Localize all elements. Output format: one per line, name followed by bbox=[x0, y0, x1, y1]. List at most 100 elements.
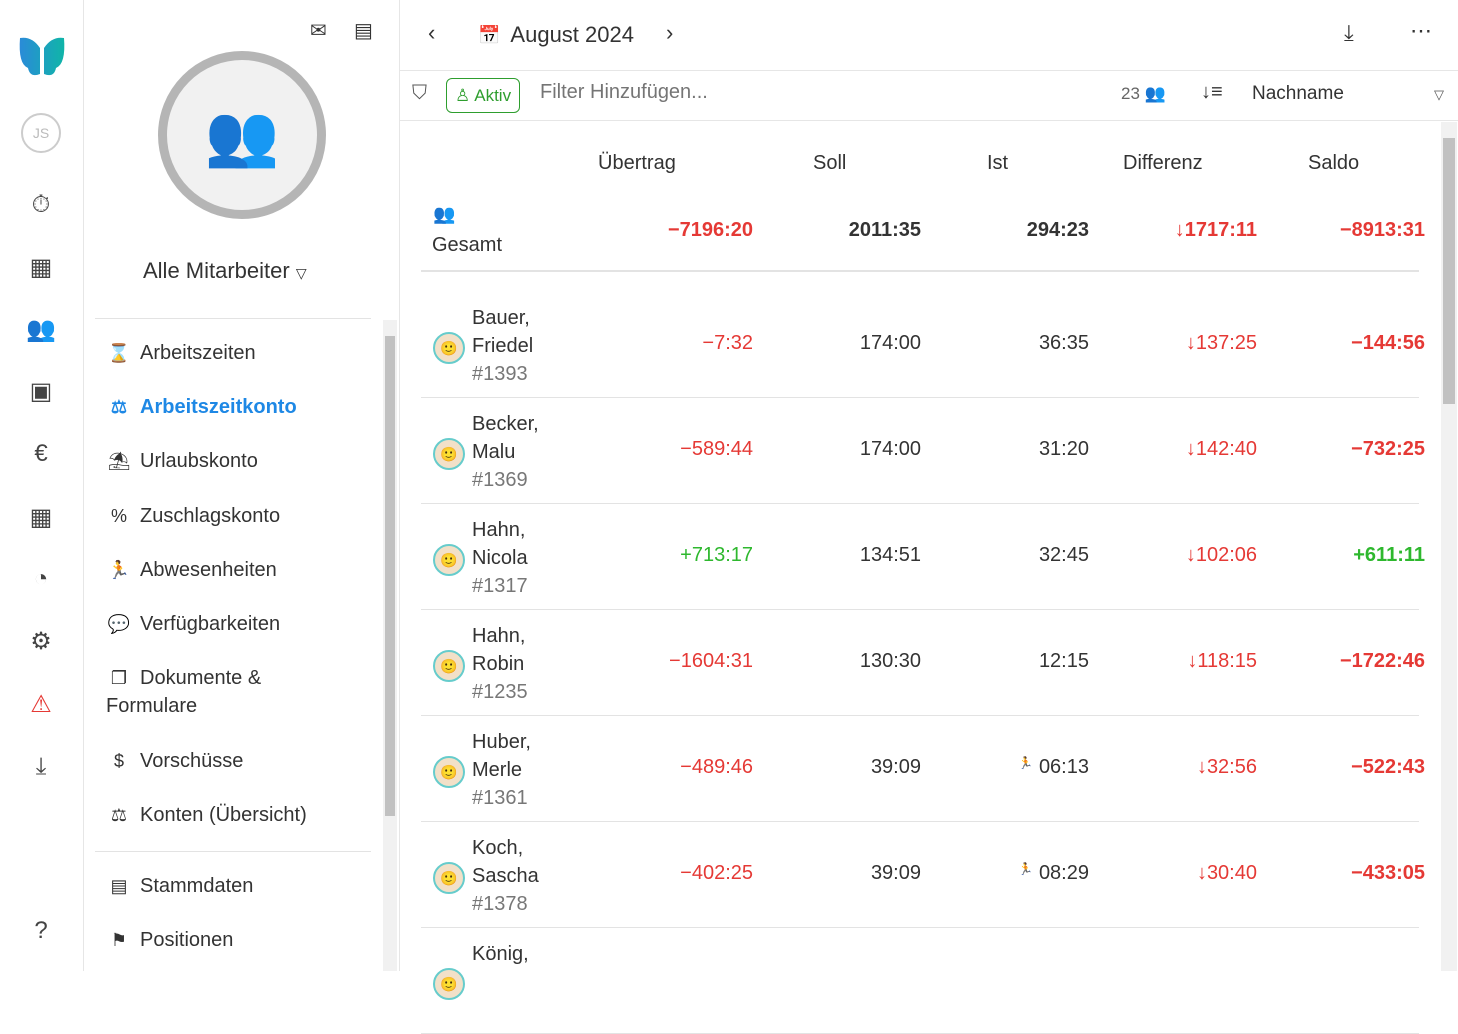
download-icon[interactable]: ⤓ bbox=[35, 753, 47, 780]
cell-uebertrag: −7:32 bbox=[702, 332, 753, 354]
nav-item[interactable]: 💬 Verfügbarkeiten bbox=[106, 610, 280, 638]
table-row[interactable]: 🙂 Hahn, Nicola #1317 +713:17 134:51 32:45 ↓102… bbox=[421, 504, 1425, 610]
contact-card-icon[interactable]: ▤ bbox=[354, 20, 373, 42]
table-row[interactable]: 🙂 Becker, Malu #1369 −589:44 174:00 31:20 ↓142… bbox=[421, 398, 1425, 504]
cell-saldo: +611:11 bbox=[1353, 544, 1425, 566]
table-row[interactable]: 🙂 Hahn, Robin #1235 −1604:31 130:30 12:15 ↓118… bbox=[421, 610, 1425, 716]
nav-icon: ⚖ bbox=[110, 805, 128, 825]
cell-ist: 31:20 bbox=[1038, 438, 1089, 460]
column-header[interactable]: Soll bbox=[813, 152, 847, 174]
sort-field-select[interactable]: Nachname bbox=[1252, 83, 1344, 104]
table-row[interactable]: 🙂 Bauer, Friedel #1393 −7:32 174:00 36:35 ↓137… bbox=[421, 292, 1425, 398]
column-header[interactable]: Ist bbox=[987, 152, 1009, 174]
employee-avatar: 🙂 bbox=[433, 650, 465, 682]
nav-item-label: Dokumente & Formulare bbox=[106, 667, 262, 717]
warning-icon[interactable]: ⚠ bbox=[30, 690, 52, 718]
cell-differenz: ↓102:06 bbox=[1185, 544, 1257, 566]
prev-month-button[interactable]: ‹ bbox=[428, 20, 436, 45]
cell-soll: 39:09 bbox=[870, 756, 921, 778]
employee-name[interactable]: Koch, Sascha #1378 bbox=[472, 837, 539, 915]
gear-icon[interactable]: ⚙ bbox=[30, 627, 52, 655]
employee-name[interactable]: Bauer, Friedel #1393 bbox=[472, 307, 534, 385]
euro-icon[interactable]: € bbox=[34, 440, 48, 467]
nav-item-label: Positionen bbox=[140, 929, 234, 951]
cell-saldo: −1722:46 bbox=[1339, 650, 1425, 672]
cell-uebertrag: +713:17 bbox=[680, 544, 753, 566]
employee-name[interactable]: Hahn, Robin #1235 bbox=[472, 625, 528, 703]
nav-icon: ⛱ bbox=[107, 451, 131, 471]
cell-differenz: ↓142:40 bbox=[1185, 438, 1257, 460]
team-icon[interactable]: 👥 bbox=[26, 315, 56, 343]
panel-scrollbar[interactable] bbox=[383, 320, 397, 971]
nav-item[interactable]: ⚖ Konten (Übersicht) bbox=[106, 801, 307, 829]
month-label: August 2024 bbox=[510, 22, 634, 47]
nav-icon: ▤ bbox=[110, 876, 128, 896]
employee-name[interactable]: Becker, Malu #1369 bbox=[472, 413, 539, 491]
table-row[interactable]: 🙂 Huber, Merle #1361 −489:46 39:09 🏃 06:13 ↓32… bbox=[421, 716, 1425, 822]
cell-soll: 174:00 bbox=[859, 332, 921, 354]
cell-saldo: −522:43 bbox=[1351, 756, 1425, 778]
absence-running-icon: 🏃 bbox=[1018, 862, 1034, 876]
team-icon: 👥 bbox=[1144, 84, 1166, 103]
user-avatar[interactable]: JS bbox=[21, 113, 61, 153]
employee-avatar: 🙂 bbox=[433, 332, 465, 364]
divider bbox=[95, 851, 371, 852]
cell-uebertrag: −402:25 bbox=[680, 862, 753, 884]
nav-item[interactable]: $ Vorschüsse bbox=[106, 747, 243, 775]
nav-item-label: Vorschüsse bbox=[140, 750, 244, 772]
stopwatch-icon[interactable]: ⏱ bbox=[31, 191, 51, 218]
nav-icon: 💬 bbox=[107, 614, 131, 634]
scrollbar-thumb[interactable] bbox=[1443, 138, 1455, 404]
download-icon[interactable]: ⤓ bbox=[1344, 20, 1354, 45]
filter-icon[interactable]: ⛉ bbox=[412, 82, 427, 104]
sort-direction-icon[interactable]: ↓≡ bbox=[1201, 81, 1223, 103]
cell-saldo: −144:56 bbox=[1351, 332, 1425, 354]
cell-soll: 134:51 bbox=[859, 544, 921, 566]
nav-item[interactable]: ⚖ Arbeitszeitkonto bbox=[106, 393, 297, 421]
employee-name[interactable]: Huber, Merle #1361 bbox=[472, 731, 531, 809]
help-icon[interactable]: ? bbox=[34, 917, 48, 944]
cell-saldo: −732:25 bbox=[1351, 438, 1425, 460]
employee-name[interactable]: König, bbox=[472, 943, 529, 965]
cell-uebertrag: −489:46 bbox=[680, 756, 753, 778]
group-avatar: 👥 bbox=[158, 51, 326, 219]
filter-input[interactable] bbox=[540, 81, 840, 104]
employee-count: 23 👥 bbox=[1121, 84, 1166, 103]
employee-selector[interactable]: Alle Mitarbeiter ▽ bbox=[143, 258, 307, 284]
nav-item[interactable]: ⌛ Arbeitszeiten bbox=[106, 339, 256, 367]
table-icon[interactable]: ▦ bbox=[29, 253, 53, 281]
employee-name[interactable]: Hahn, Nicola #1317 bbox=[472, 519, 528, 597]
active-filter-label: Aktiv bbox=[474, 85, 512, 105]
contact-icon[interactable]: ▣ bbox=[29, 377, 53, 405]
nav-item[interactable]: ▤ Stammdaten bbox=[106, 872, 253, 900]
nav-item[interactable]: 🏃 Abwesenheiten bbox=[106, 556, 277, 584]
month-picker[interactable]: 📅 August 2024 bbox=[478, 22, 634, 48]
table-scrollbar[interactable] bbox=[1441, 122, 1457, 971]
column-header[interactable]: Saldo bbox=[1308, 152, 1360, 174]
nav-item[interactable]: ❐ Dokumente & Formulare bbox=[106, 664, 261, 720]
nav-icon: ❐ bbox=[110, 668, 128, 688]
active-filter-chip[interactable]: ♙ Aktiv bbox=[446, 78, 521, 113]
scrollbar-thumb[interactable] bbox=[385, 336, 395, 816]
next-month-button[interactable]: › bbox=[666, 20, 674, 45]
nav-icon: ⌛ bbox=[107, 343, 131, 363]
mail-icon[interactable]: ✉ bbox=[310, 20, 327, 42]
nav-item[interactable]: % Zuschlagskonto bbox=[106, 502, 280, 530]
nav-icon: ⚖ bbox=[110, 397, 128, 417]
nav-item[interactable]: ⚑ Positionen bbox=[106, 926, 233, 954]
column-header[interactable]: Differenz bbox=[1123, 152, 1203, 174]
chevron-down-icon[interactable]: ▽ bbox=[1434, 87, 1444, 102]
table-row[interactable]: 🙂 König, bbox=[421, 928, 1419, 1034]
nav-icon: ⚑ bbox=[110, 930, 128, 950]
nav-item[interactable]: ⛱ Urlaubskonto bbox=[106, 447, 258, 475]
filter-bar: ⛉ ♙Aktiv 23 👥 ↓≡ Nachname ▽ bbox=[400, 70, 1458, 121]
column-header[interactable]: Übertrag bbox=[598, 152, 676, 174]
logo-butterfly-icon bbox=[19, 37, 65, 76]
main-area: ‹ 📅 August 2024 › ⤓ ⋯ ⛉ ♙Aktiv 23 👥 ↓≡ Na… bbox=[400, 0, 1458, 1034]
nav-item-label: Urlaubskonto bbox=[140, 450, 258, 472]
pie-chart-icon[interactable]: ◔ bbox=[33, 565, 49, 592]
table-row[interactable]: 🙂 Koch, Sascha #1378 −402:25 39:09 🏃 08:29 ↓30… bbox=[421, 822, 1425, 928]
calendar-icon: 📅 bbox=[478, 24, 501, 45]
calendar-icon[interactable]: ▦ bbox=[29, 503, 53, 531]
more-options-icon[interactable]: ⋯ bbox=[1410, 18, 1432, 43]
